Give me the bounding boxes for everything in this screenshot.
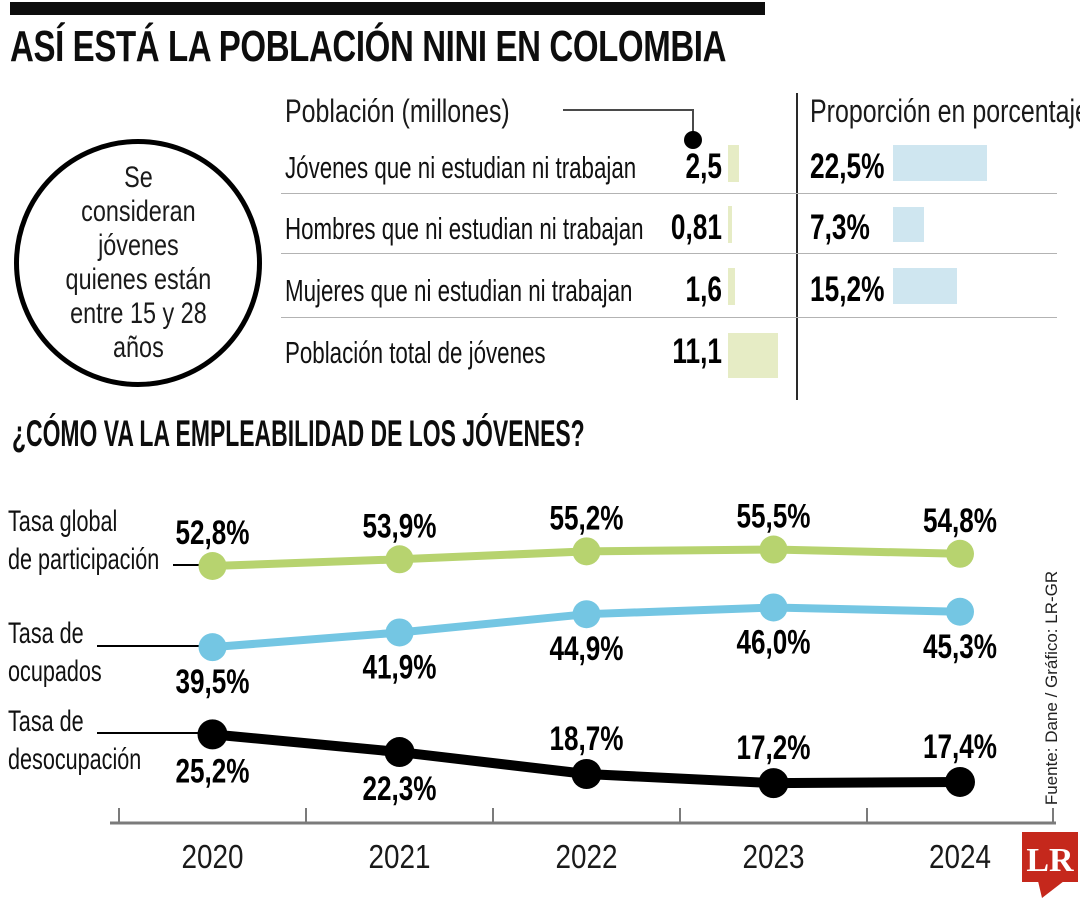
x-axis-year-label: 2023 bbox=[743, 838, 805, 875]
data-label: 55,2% bbox=[550, 499, 624, 537]
legend-line: desocupación bbox=[8, 743, 142, 776]
data-label: 52,8% bbox=[176, 514, 250, 552]
table-row-value-millions: 2,5 bbox=[685, 147, 722, 186]
table-row-value-millions: 1,6 bbox=[685, 270, 722, 309]
percent-bar bbox=[893, 207, 924, 242]
table-row-value-percent: 22,5% bbox=[810, 147, 885, 186]
data-point bbox=[197, 719, 228, 750]
data-label: 18,7% bbox=[550, 720, 624, 758]
legend-line: Tasa de bbox=[8, 705, 84, 738]
data-point bbox=[572, 537, 601, 566]
legend-line: de participación bbox=[8, 543, 160, 576]
x-axis-year-label: 2021 bbox=[369, 838, 431, 875]
data-point bbox=[946, 539, 974, 568]
col-header-proporcion: Proporción en porcentaje bbox=[810, 93, 1080, 129]
table-row-label: Hombres que ni estudian ni trabajan bbox=[285, 211, 644, 246]
data-point bbox=[946, 597, 974, 626]
data-point bbox=[385, 618, 414, 647]
legend-tasa-global: Tasa global de participación bbox=[8, 503, 159, 579]
data-point bbox=[384, 737, 415, 768]
top-black-bar bbox=[10, 2, 765, 15]
circle-note-text: Se consideran jóvenes quienes están entre 15… bbox=[65, 161, 211, 364]
table-row-value-millions: 11,1 bbox=[672, 332, 722, 371]
lr-logo: LR bbox=[1022, 832, 1078, 898]
section-title-empleabilidad: ¿CÓMO VA LA EMPLEABILIDAD DE LOS JÓVENES… bbox=[12, 413, 585, 454]
data-label: 44,9% bbox=[550, 630, 624, 668]
youth-definition-circle: Se consideran jóvenes quienes están entre 15… bbox=[14, 139, 262, 387]
header-connector-line bbox=[563, 109, 694, 111]
table-row-label: Jóvenes que ni estudian ni trabajan bbox=[285, 150, 637, 185]
header-connector-elbow bbox=[692, 109, 694, 133]
table-row-label: Mujeres que ni estudian ni trabajan bbox=[285, 273, 633, 308]
legend-connector bbox=[97, 645, 200, 647]
data-label: 41,9% bbox=[363, 648, 437, 686]
data-point bbox=[571, 759, 602, 790]
legend-tasa-desocupacion: Tasa de desocupación bbox=[8, 703, 141, 779]
data-point bbox=[385, 545, 414, 574]
data-point bbox=[198, 633, 227, 662]
table-row-value-millions: 0,81 bbox=[670, 208, 722, 247]
data-label: 25,2% bbox=[176, 752, 250, 790]
data-label: 45,3% bbox=[923, 628, 997, 666]
main-title: ASÍ ESTÁ LA POBLACIÓN NINI EN COLOMBIA bbox=[10, 22, 727, 71]
legend-tasa-ocupados: Tasa de ocupados bbox=[8, 615, 102, 691]
data-label: 53,9% bbox=[363, 507, 437, 545]
legend-line: ocupados bbox=[8, 655, 102, 688]
legend-line: Tasa global bbox=[8, 505, 118, 538]
legend-connector bbox=[173, 564, 199, 566]
millions-bar bbox=[728, 268, 736, 305]
table-row-label: Población total de jóvenes bbox=[285, 335, 546, 370]
col-header-poblacion: Población (millones) bbox=[285, 93, 510, 129]
lr-logo-text: LR bbox=[1026, 842, 1074, 879]
data-label: 17,2% bbox=[737, 729, 811, 767]
data-label: 22,3% bbox=[363, 770, 437, 808]
data-label: 17,4% bbox=[923, 728, 997, 766]
x-axis-year-label: 2022 bbox=[556, 838, 618, 875]
percent-bar bbox=[893, 145, 988, 181]
data-point bbox=[759, 593, 788, 622]
percent-bar bbox=[893, 268, 957, 304]
data-label: 39,5% bbox=[176, 663, 250, 701]
source-credit: Fuente: Dane / Gráfico: LR-GR bbox=[1042, 570, 1061, 806]
millions-bar bbox=[728, 206, 732, 243]
row-divider bbox=[281, 253, 1057, 254]
data-point bbox=[198, 552, 227, 580]
row-divider bbox=[281, 193, 1057, 194]
row-divider bbox=[281, 317, 1057, 318]
data-label: 46,0% bbox=[737, 623, 811, 661]
millions-bar bbox=[728, 145, 740, 182]
millions-bar bbox=[728, 333, 778, 378]
data-point bbox=[572, 600, 601, 629]
data-point bbox=[759, 535, 788, 564]
x-axis-year-label: 2020 bbox=[182, 838, 244, 875]
table-row-value-percent: 7,3% bbox=[810, 208, 870, 247]
column-separator-line bbox=[796, 93, 798, 400]
table-row-value-percent: 15,2% bbox=[810, 270, 885, 309]
data-label: 54,8% bbox=[923, 502, 997, 540]
lr-logo-tail bbox=[1038, 881, 1064, 898]
legend-connector bbox=[97, 732, 200, 734]
x-axis-year-label: 2024 bbox=[929, 838, 991, 875]
data-label: 55,5% bbox=[737, 498, 811, 536]
data-point bbox=[758, 768, 789, 799]
header-connector-dot bbox=[684, 131, 702, 149]
lr-logo-square bbox=[1022, 832, 1078, 882]
data-point bbox=[945, 766, 975, 797]
legend-line: Tasa de bbox=[8, 617, 84, 650]
